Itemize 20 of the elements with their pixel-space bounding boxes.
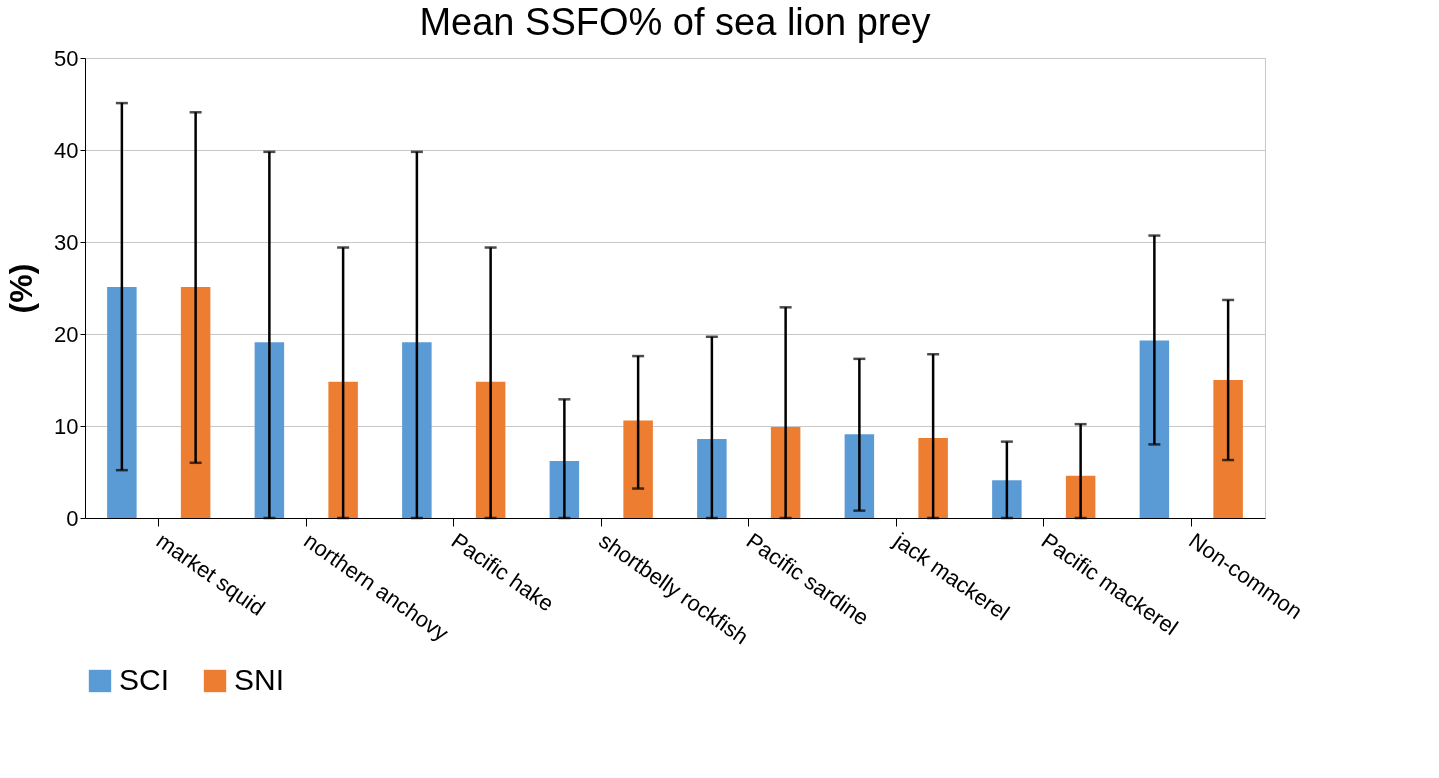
bar <box>623 420 653 518</box>
y-tick-label: 20 <box>54 321 79 347</box>
bar <box>992 480 1022 518</box>
legend-label: SCI <box>119 663 170 696</box>
y-axis-title: (%) <box>3 263 40 314</box>
bar <box>918 437 948 518</box>
bar <box>1139 340 1170 518</box>
bar <box>402 342 432 518</box>
y-tick-label: 0 <box>66 505 79 531</box>
bar <box>107 287 137 518</box>
chart-title: Mean SSFO% of sea lion prey <box>419 1 931 43</box>
bar <box>328 381 358 518</box>
bar <box>180 287 211 518</box>
legend-label: SNI <box>234 663 285 696</box>
y-tick-label: 40 <box>54 137 79 163</box>
y-tick-label: 50 <box>54 45 79 71</box>
y-tick-label: 30 <box>54 229 79 255</box>
bar <box>1213 380 1243 518</box>
y-tick-label: 10 <box>54 413 79 439</box>
bar <box>697 438 727 518</box>
